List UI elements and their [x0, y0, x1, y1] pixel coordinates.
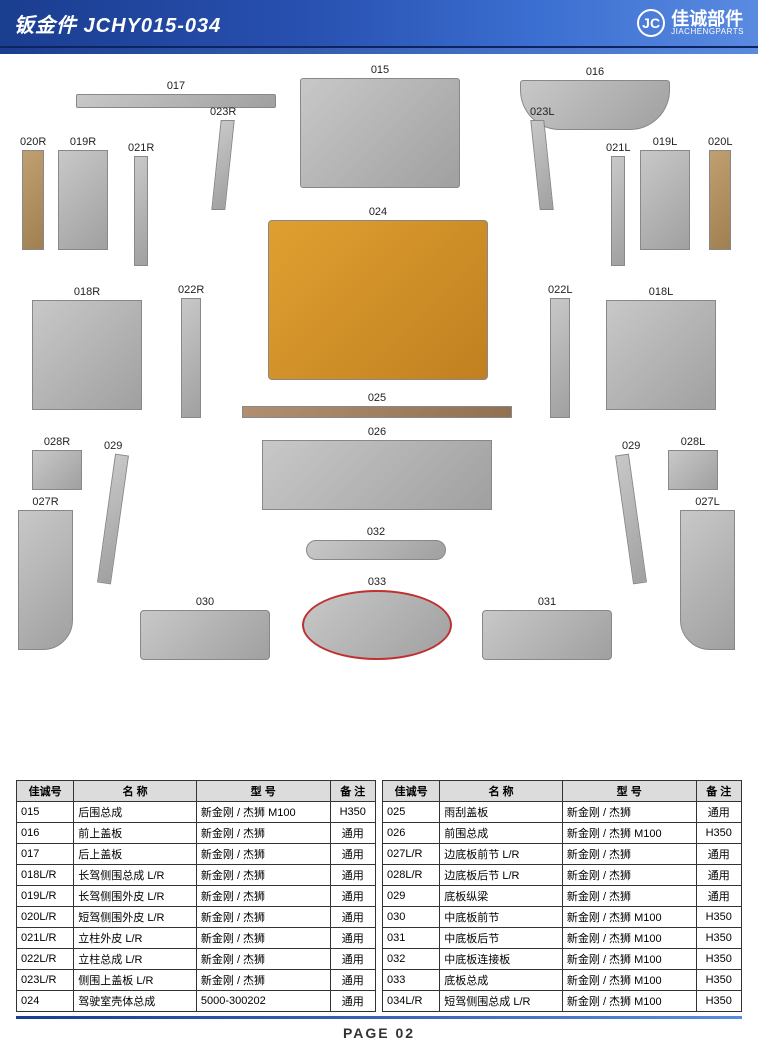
part-015: 015: [300, 64, 460, 188]
part-018L-shape: [606, 300, 716, 410]
col-model: 型 号: [196, 781, 330, 802]
part-021L: 021L: [606, 142, 630, 266]
table-row: 016前上盖板新金刚 / 杰狮通用: [17, 823, 376, 844]
table-row: 023L/R侧围上盖板 L/R新金刚 / 杰狮通用: [17, 970, 376, 991]
part-027L-shape: [680, 510, 735, 650]
brand-name-en: JIACHENGPARTS: [671, 28, 744, 36]
part-026-shape: [262, 440, 492, 510]
table-row: 031中底板后节新金刚 / 杰狮 M100H350: [383, 928, 742, 949]
part-019L-shape: [640, 150, 690, 250]
table-row: 025雨刮盖板新金刚 / 杰狮通用: [383, 802, 742, 823]
col-id: 佳诚号: [383, 781, 440, 802]
brand-name-cn: 佳诚部件: [671, 10, 744, 28]
brand-block: JC 佳诚部件 JIACHENGPARTS: [637, 9, 744, 37]
footer-divider: [16, 1016, 742, 1019]
part-023R-shape: [211, 120, 234, 210]
part-033: 033: [302, 576, 452, 660]
part-018R-shape: [32, 300, 142, 410]
part-024-shape: [268, 220, 488, 380]
part-020L-shape: [709, 150, 731, 250]
part-018R: 018R: [32, 286, 142, 410]
part-019R-shape: [58, 150, 108, 250]
part-020R: 020R: [20, 136, 46, 250]
table-row: 028L/R边底板后节 L/R新金刚 / 杰狮通用: [383, 865, 742, 886]
col-name: 名 称: [74, 781, 197, 802]
parts-diagram: 017 015 016 020R 019R 021R 023R 023L 021…: [0, 56, 758, 776]
parts-tables: 佳诚号 名 称 型 号 备 注 015后围总成新金刚 / 杰狮 M100H350…: [0, 780, 758, 1012]
part-021L-shape: [611, 156, 625, 266]
part-030-shape: [140, 610, 270, 660]
part-032: 032: [306, 526, 446, 560]
table-left-body: 015后围总成新金刚 / 杰狮 M100H350016前上盖板新金刚 / 杰狮通…: [17, 802, 376, 1012]
table-row: 027L/R边底板前节 L/R新金刚 / 杰狮通用: [383, 844, 742, 865]
part-022R-shape: [181, 298, 201, 418]
table-row: 026前围总成新金刚 / 杰狮 M100H350: [383, 823, 742, 844]
part-027L: 027L: [680, 496, 735, 650]
part-028R: 028R: [32, 436, 82, 490]
part-019R: 019R: [58, 136, 108, 250]
table-row: 022L/R立柱总成 L/R新金刚 / 杰狮通用: [17, 949, 376, 970]
page-header: 钣金件 JCHY015-034 JC 佳诚部件 JIACHENGPARTS: [0, 0, 758, 48]
part-031-shape: [482, 610, 612, 660]
table-row: 021L/R立柱外皮 L/R新金刚 / 杰狮通用: [17, 928, 376, 949]
part-029a-shape: [97, 454, 129, 585]
table-row: 020L/R短驾侧围外皮 L/R新金刚 / 杰狮通用: [17, 907, 376, 928]
table-row: 030中底板前节新金刚 / 杰狮 M100H350: [383, 907, 742, 928]
page-number: PAGE 02: [0, 1025, 758, 1041]
page-title: 钣金件 JCHY015-034: [14, 9, 221, 38]
table-row: 017后上盖板新金刚 / 杰狮通用: [17, 844, 376, 865]
part-027R: 027R: [18, 496, 73, 650]
col-name: 名 称: [440, 781, 563, 802]
part-017: 017: [76, 80, 276, 108]
part-031: 031: [482, 596, 612, 660]
col-model: 型 号: [562, 781, 696, 802]
table-row: 019L/R长驾侧围外皮 L/R新金刚 / 杰狮通用: [17, 886, 376, 907]
part-024: 024: [268, 206, 488, 380]
part-023L-shape: [531, 120, 554, 210]
part-028L: 028L: [668, 436, 718, 490]
table-row: 018L/R长驾侧围总成 L/R新金刚 / 杰狮通用: [17, 865, 376, 886]
part-029b: 029: [622, 440, 640, 584]
part-027R-shape: [18, 510, 73, 650]
part-025: 025: [242, 392, 512, 418]
brand-text: 佳诚部件 JIACHENGPARTS: [671, 10, 744, 36]
part-020L: 020L: [708, 136, 732, 250]
table-row: 024驾驶室壳体总成5000-300202通用: [17, 991, 376, 1012]
table-row: 032中底板连接板新金刚 / 杰狮 M100H350: [383, 949, 742, 970]
catalog-page: 钣金件 JCHY015-034 JC 佳诚部件 JIACHENGPARTS 01…: [0, 0, 758, 1024]
part-023L: 023L: [530, 106, 554, 210]
part-023R: 023R: [210, 106, 236, 210]
part-026: 026: [262, 426, 492, 510]
parts-table-right: 佳诚号 名 称 型 号 备 注 025雨刮盖板新金刚 / 杰狮通用026前围总成…: [382, 780, 742, 1012]
part-022L: 022L: [548, 284, 572, 418]
part-028R-shape: [32, 450, 82, 490]
table-row: 034L/R短驾侧围总成 L/R新金刚 / 杰狮 M100H350: [383, 991, 742, 1012]
part-022L-shape: [550, 298, 570, 418]
part-022R: 022R: [178, 284, 204, 418]
part-033-shape: [302, 590, 452, 660]
part-021R-shape: [134, 156, 148, 266]
table-row: 029底板纵梁新金刚 / 杰狮通用: [383, 886, 742, 907]
table-row: 015后围总成新金刚 / 杰狮 M100H350: [17, 802, 376, 823]
table-right-body: 025雨刮盖板新金刚 / 杰狮通用026前围总成新金刚 / 杰狮 M100H35…: [383, 802, 742, 1012]
part-019L: 019L: [640, 136, 690, 250]
brand-logo-icon: JC: [637, 9, 665, 37]
part-030: 030: [140, 596, 270, 660]
part-032-shape: [306, 540, 446, 560]
part-018L: 018L: [606, 286, 716, 410]
part-029b-shape: [615, 454, 647, 585]
parts-table-left: 佳诚号 名 称 型 号 备 注 015后围总成新金刚 / 杰狮 M100H350…: [16, 780, 376, 1012]
col-note: 备 注: [696, 781, 741, 802]
part-017-shape: [76, 94, 276, 108]
part-021R: 021R: [128, 142, 154, 266]
table-row: 033底板总成新金刚 / 杰狮 M100H350: [383, 970, 742, 991]
part-020R-shape: [22, 150, 44, 250]
part-029a: 029: [104, 440, 122, 584]
part-015-shape: [300, 78, 460, 188]
col-note: 备 注: [330, 781, 375, 802]
col-id: 佳诚号: [17, 781, 74, 802]
part-025-shape: [242, 406, 512, 418]
part-028L-shape: [668, 450, 718, 490]
